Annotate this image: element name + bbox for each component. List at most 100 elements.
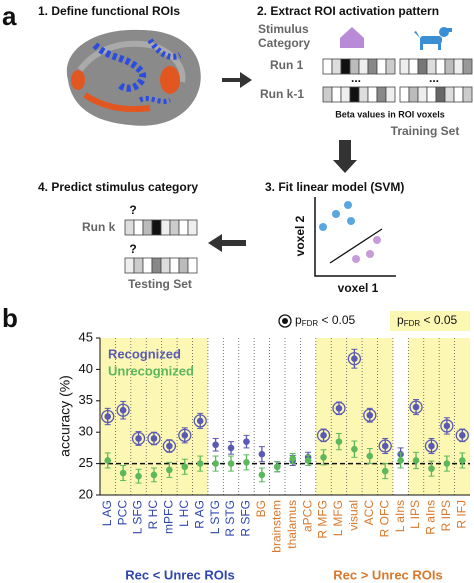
arrow [222, 72, 252, 88]
x-tick-label: R IPS [439, 500, 453, 531]
point [412, 457, 420, 464]
point [397, 457, 404, 464]
voxel-cell [160, 219, 171, 236]
point [227, 460, 235, 467]
label: Training Set [391, 124, 460, 138]
legend-entry: Unrecognized [108, 363, 194, 378]
point [135, 472, 142, 480]
y-tick-label: 25 [79, 455, 93, 470]
point [443, 460, 451, 467]
point [366, 452, 374, 460]
sig-ring [409, 400, 423, 414]
voxel-cell [408, 86, 419, 103]
x-tick-label: visual [347, 500, 361, 531]
axis-label: voxel 2 [293, 215, 307, 256]
voxel-cell [367, 58, 378, 75]
group-label: Rec > Unrec ROIs [333, 567, 442, 582]
x-tick-label: aPCC [300, 500, 314, 532]
voxel-cell [322, 86, 333, 103]
point [258, 471, 266, 479]
voxel-cell [187, 219, 198, 236]
voxel-cell [385, 58, 396, 75]
house-icon [340, 27, 364, 48]
point [119, 406, 127, 414]
point [119, 469, 127, 477]
point [104, 413, 112, 420]
ellipsis: ... [351, 71, 361, 85]
voxel-cell [160, 257, 171, 274]
voxel-cell [142, 257, 153, 274]
x-tick-label: R STG [223, 500, 237, 537]
sig-ring [363, 408, 377, 422]
voxel-cell [187, 257, 198, 274]
step-title: 3. Fit linear model (SVM) [265, 180, 404, 194]
point [166, 442, 173, 450]
voxel-cell [124, 257, 135, 274]
x-tick-label: R AG [192, 500, 206, 529]
y-tick-label: 35 [79, 392, 93, 407]
point [243, 438, 250, 445]
voxel-cell [462, 58, 473, 75]
sig-band [439, 338, 455, 495]
y-tick-label: 30 [79, 424, 93, 439]
x-tick-label: BG [254, 500, 268, 517]
x-tick-label: R IFJ [454, 500, 468, 529]
brain [66, 29, 201, 126]
point [320, 454, 327, 461]
panel-label: b [2, 303, 18, 333]
voxel-cell [358, 58, 369, 75]
question: ? [129, 242, 136, 256]
label: Testing Set [128, 277, 192, 291]
point [351, 445, 358, 453]
voxel-cell [349, 86, 360, 103]
point [458, 457, 466, 464]
x-tick-label: L AG [100, 500, 114, 526]
sig-band [423, 338, 440, 495]
x-tick-label: thalamus [285, 500, 299, 549]
x-tick-label: R SFG [239, 500, 253, 537]
sig-legend: pFDR < 0.05 [397, 313, 457, 328]
sig-ring [178, 428, 192, 442]
x-tick-label: L MFG [331, 500, 345, 536]
axis-label: voxel 1 [338, 281, 379, 295]
dog-icon [414, 27, 452, 50]
x-tick-label: R MFG [316, 500, 330, 539]
sig-ring [455, 428, 469, 442]
sig-band [346, 338, 363, 495]
voxel-cell [124, 219, 135, 236]
sig-band [408, 338, 424, 495]
voxel-cell [358, 86, 369, 103]
point [212, 441, 219, 449]
voxel-cell [178, 257, 189, 274]
sig-band [315, 338, 332, 495]
sig-ring [378, 439, 392, 453]
sig-ring [131, 431, 146, 446]
x-tick-label: ACC [362, 500, 376, 526]
y-tick-label: 20 [79, 486, 93, 501]
point [243, 459, 250, 466]
voxel-cell [151, 257, 162, 274]
x-tick-label: PCC [115, 500, 129, 526]
sig-band [177, 338, 193, 495]
x-tick-label: R HC [146, 500, 160, 530]
voxel-cell [453, 86, 464, 103]
point [428, 465, 435, 472]
sig-band [161, 338, 178, 495]
sig-highlight [390, 311, 470, 331]
point [150, 471, 158, 479]
y-axis-label: accuracy (%) [57, 375, 73, 457]
sig-ring [424, 439, 439, 453]
step-title: 1. Define functional ROIs [38, 4, 180, 18]
caption: Beta values in ROI voxels [335, 109, 445, 119]
sig-ring [193, 414, 207, 428]
voxel-cell [417, 58, 428, 75]
point [166, 466, 173, 474]
point [458, 432, 466, 439]
point [181, 432, 189, 439]
point [181, 463, 189, 471]
point [428, 442, 435, 450]
point [351, 355, 358, 363]
arrow [208, 234, 246, 252]
arrow [333, 140, 357, 173]
point [212, 460, 219, 467]
